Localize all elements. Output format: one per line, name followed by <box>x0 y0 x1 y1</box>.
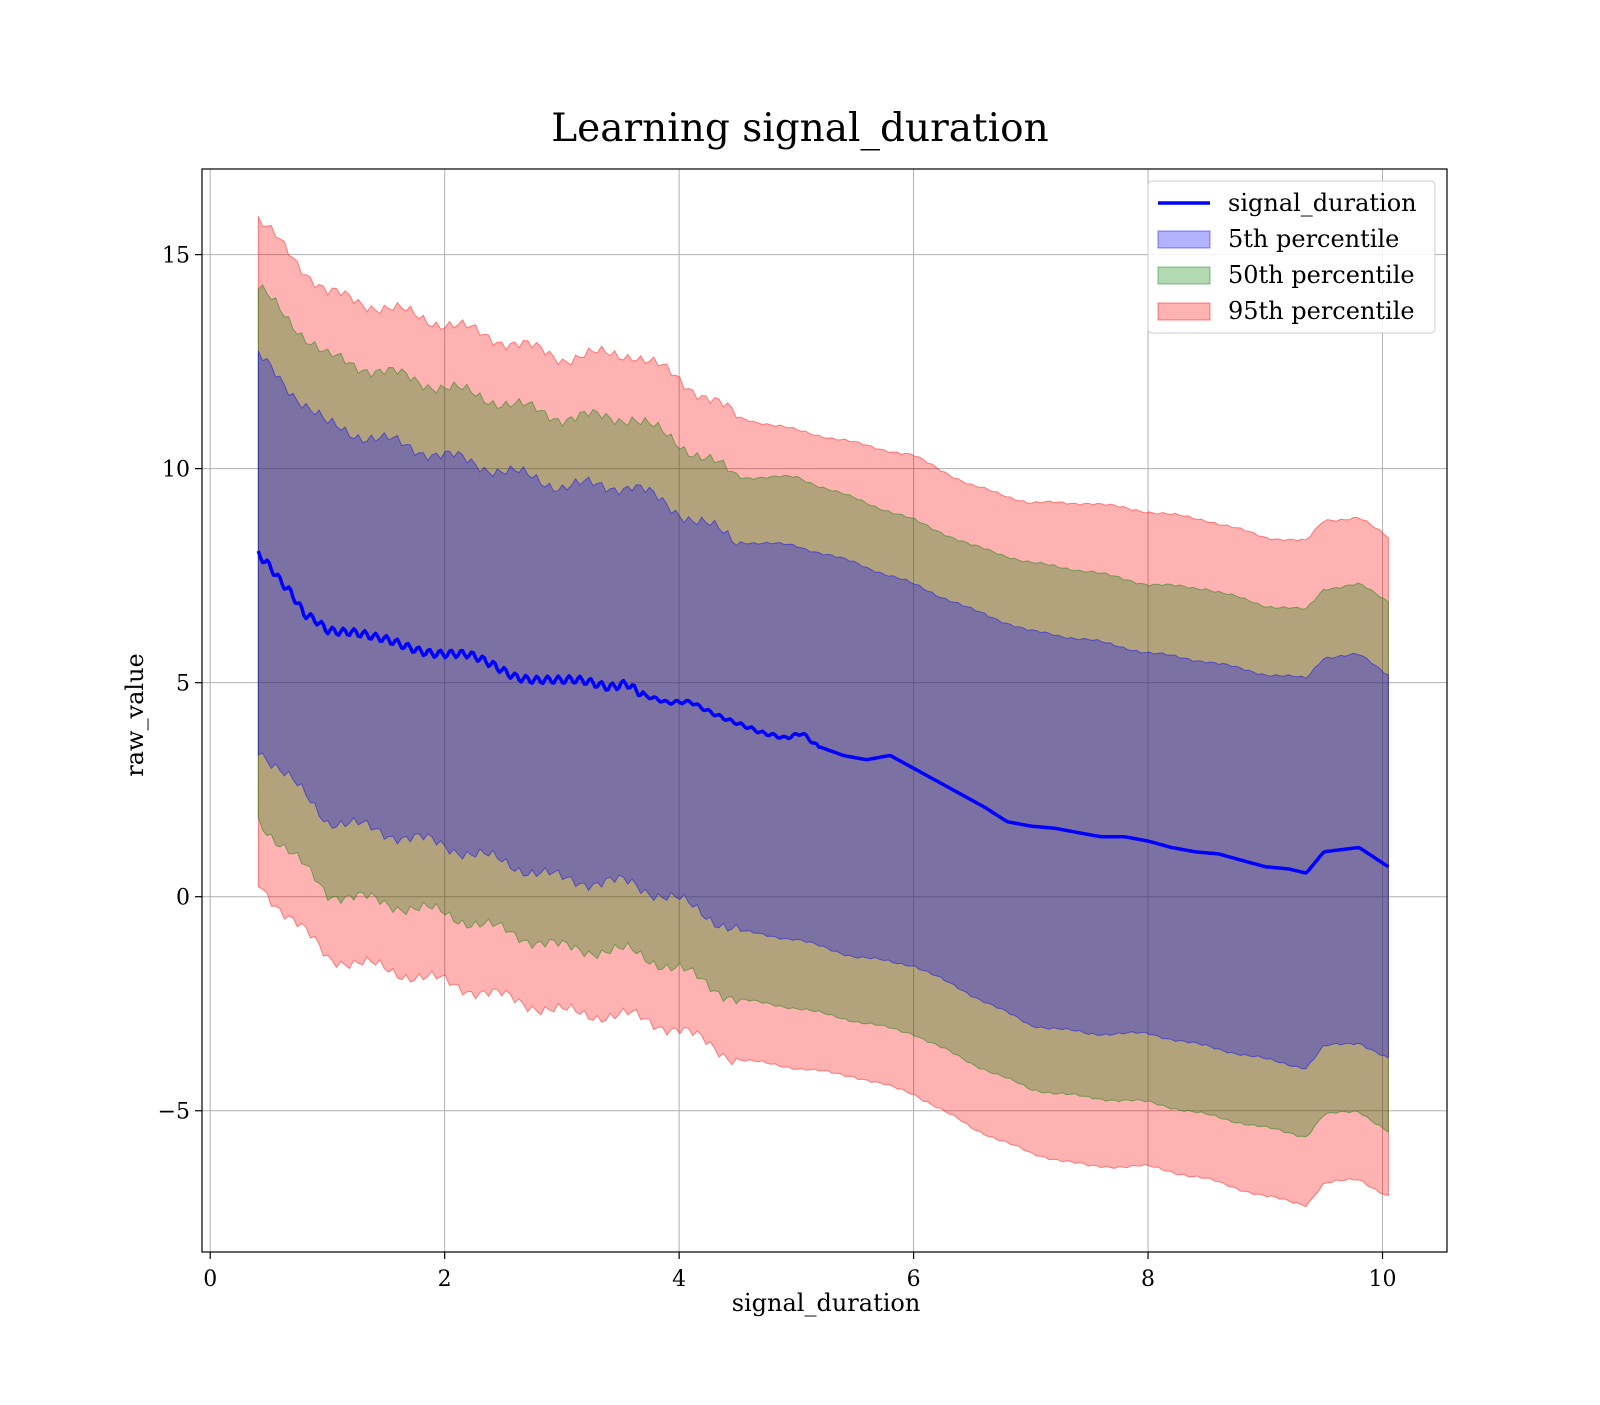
y-tick-label: 0 <box>176 886 190 911</box>
legend-label: 50th percentile <box>1228 261 1415 289</box>
percentile-bands <box>257 216 1389 1208</box>
chart-title: Learning signal_duration <box>551 106 1048 151</box>
legend-swatch-patch <box>1157 230 1211 249</box>
x-tick-label: 6 <box>907 1267 921 1292</box>
x-tick-label: 8 <box>1141 1267 1155 1292</box>
x-tick-label: 10 <box>1369 1267 1397 1292</box>
band-95th-percentile <box>257 216 1389 1208</box>
y-tick-label: −5 <box>158 1100 190 1125</box>
y-tick-label: 5 <box>176 672 190 697</box>
band-50th-percentile <box>257 283 1389 1138</box>
x-tick-label: 0 <box>203 1267 217 1292</box>
x-tick-label: 2 <box>438 1267 452 1292</box>
axes-frame <box>201 168 1448 1253</box>
y-axis-label: raw_value <box>121 653 149 777</box>
legend-label: signal_duration <box>1228 189 1417 217</box>
legend-swatch-patch <box>1157 266 1211 285</box>
plot-area <box>202 169 1447 1252</box>
y-tick-label: 10 <box>162 458 190 483</box>
y-tick-label: 15 <box>162 244 190 269</box>
axis-ticks: 0 2 4 6 8 10 −5 0 5 10 15 <box>158 244 1397 1292</box>
x-axis-label: signal_duration <box>732 1289 921 1317</box>
legend-label: 95th percentile <box>1228 297 1415 325</box>
legend-box <box>1147 180 1436 334</box>
x-tick-label: 4 <box>672 1267 686 1292</box>
band-5th-percentile <box>257 350 1389 1070</box>
series-line-signal-duration <box>256 550 1390 875</box>
legend-swatch-patch <box>1157 302 1211 321</box>
legend-label: 5th percentile <box>1228 225 1399 253</box>
series-line-layer <box>256 550 1390 875</box>
grid <box>202 169 1447 1252</box>
legend: signal_duration 5th percentile 50th percen… <box>1147 180 1436 334</box>
